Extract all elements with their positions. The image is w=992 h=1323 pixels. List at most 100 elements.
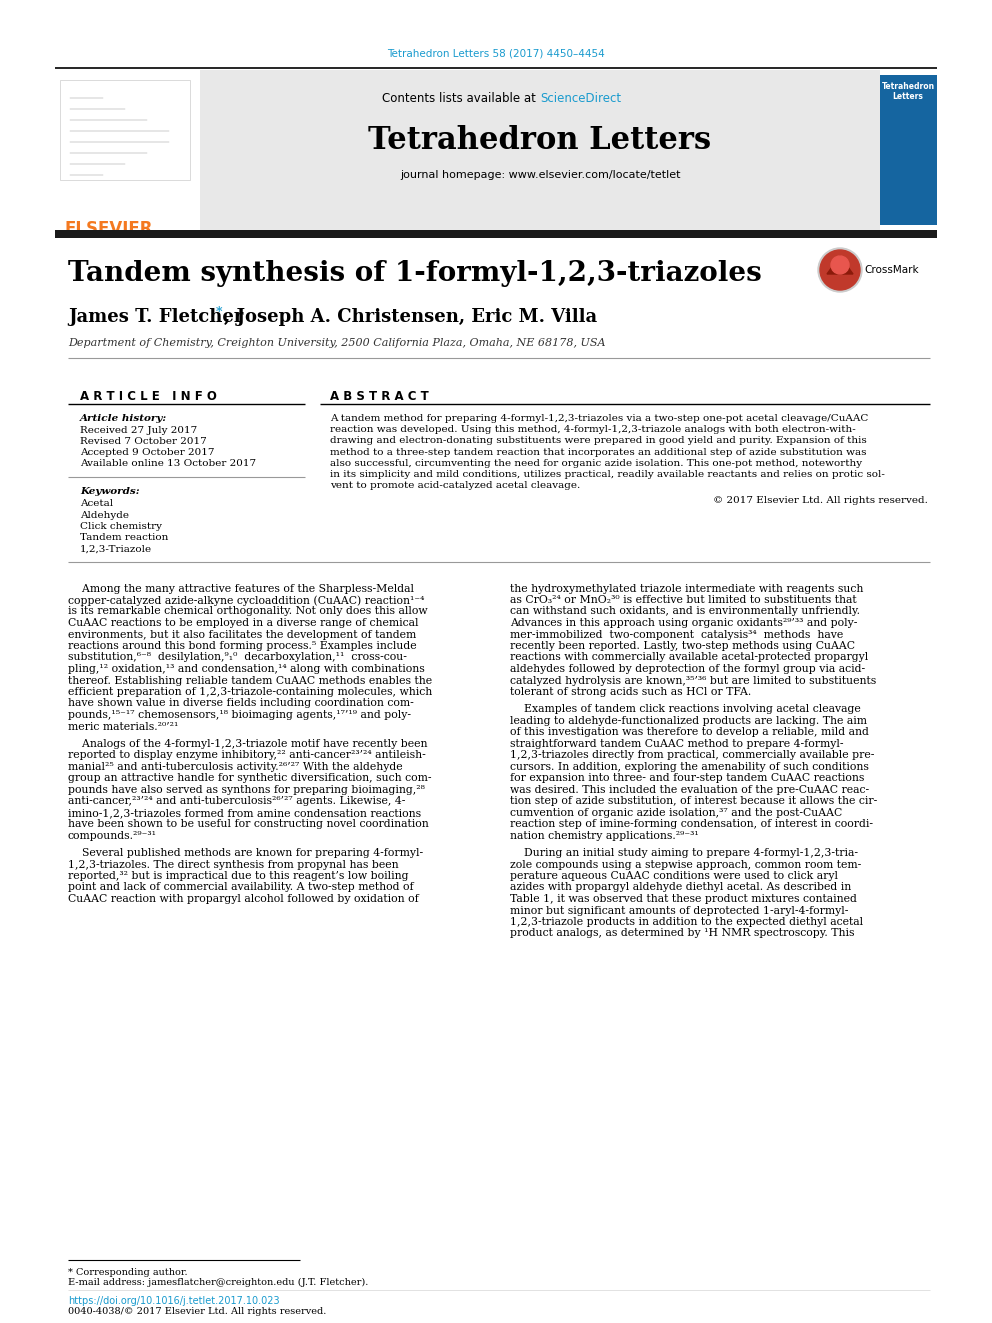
Text: 0040-4038/© 2017 Elsevier Ltd. All rights reserved.: 0040-4038/© 2017 Elsevier Ltd. All right… (68, 1307, 326, 1316)
Text: manial²⁵ and anti-tuberculosis activity.²⁶’²⁷ With the aldehyde: manial²⁵ and anti-tuberculosis activity.… (68, 762, 403, 771)
Text: zole compounds using a stepwise approach, common room tem-: zole compounds using a stepwise approach… (510, 860, 861, 869)
Text: cumvention of organic azide isolation,³⁷ and the post-CuAAC: cumvention of organic azide isolation,³⁷… (510, 808, 842, 818)
Text: nation chemistry applications.²⁹⁻³¹: nation chemistry applications.²⁹⁻³¹ (510, 831, 698, 840)
Text: Contents lists available at: Contents lists available at (382, 93, 540, 105)
Text: Aldehyde: Aldehyde (80, 511, 129, 520)
Text: in its simplicity and mild conditions, utilizes practical, readily available rea: in its simplicity and mild conditions, u… (330, 470, 885, 479)
Polygon shape (827, 255, 853, 274)
Text: as CrO₃²⁴ or MnO₂³⁰ is effective but limited to substituents that: as CrO₃²⁴ or MnO₂³⁰ is effective but lim… (510, 595, 857, 605)
Text: recently been reported. Lastly, two-step methods using CuAAC: recently been reported. Lastly, two-step… (510, 642, 855, 651)
Text: azides with propargyl aldehyde diethyl acetal. As described in: azides with propargyl aldehyde diethyl a… (510, 882, 851, 893)
Text: pounds have also served as synthons for preparing bioimaging,²⁸: pounds have also served as synthons for … (68, 785, 425, 795)
Text: During an initial study aiming to prepare 4-formyl-1,2,3-tria-: During an initial study aiming to prepar… (510, 848, 858, 859)
Text: straightforward tandem CuAAC method to prepare 4-formyl-: straightforward tandem CuAAC method to p… (510, 738, 843, 749)
Text: pling,¹² oxidation,¹³ and condensation,¹⁴ along with combinations: pling,¹² oxidation,¹³ and condensation,¹… (68, 664, 425, 673)
Text: Tetrahedron Letters 58 (2017) 4450–4454: Tetrahedron Letters 58 (2017) 4450–4454 (387, 48, 605, 58)
Text: , Joseph A. Christensen, Eric M. Villa: , Joseph A. Christensen, Eric M. Villa (224, 308, 597, 325)
Text: cursors. In addition, exploring the amenability of such conditions: cursors. In addition, exploring the amen… (510, 762, 869, 771)
Circle shape (831, 255, 849, 274)
Text: tolerant of strong acids such as HCl or TFA.: tolerant of strong acids such as HCl or … (510, 687, 751, 697)
Text: https://doi.org/10.1016/j.tetlet.2017.10.023: https://doi.org/10.1016/j.tetlet.2017.10… (68, 1297, 280, 1306)
Text: meric materials.²⁰’²¹: meric materials.²⁰’²¹ (68, 721, 179, 732)
Text: pounds,¹⁵⁻¹⁷ chemosensors,¹⁸ bioimaging agents,¹⁷’¹⁹ and poly-: pounds,¹⁵⁻¹⁷ chemosensors,¹⁸ bioimaging … (68, 710, 411, 720)
Text: Analogs of the 4-formyl-1,2,3-triazole motif have recently been: Analogs of the 4-formyl-1,2,3-triazole m… (68, 738, 428, 749)
Text: Tetrahedron
Letters: Tetrahedron Letters (882, 82, 934, 102)
Text: leading to aldehyde-functionalized products are lacking. The aim: leading to aldehyde-functionalized produ… (510, 716, 867, 726)
Text: have been shown to be useful for constructing novel coordination: have been shown to be useful for constru… (68, 819, 429, 830)
Text: reported to display enzyme inhibitory,²² anti-cancer²³’²⁴ antileish-: reported to display enzyme inhibitory,²²… (68, 750, 426, 761)
Text: thereof. Establishing reliable tandem CuAAC methods enables the: thereof. Establishing reliable tandem Cu… (68, 676, 433, 685)
Text: group an attractive handle for synthetic diversification, such com-: group an attractive handle for synthetic… (68, 773, 432, 783)
Circle shape (818, 247, 862, 292)
Text: reactions around this bond forming process.⁵ Examples include: reactions around this bond forming proce… (68, 642, 417, 651)
Text: Department of Chemistry, Creighton University, 2500 California Plaza, Omaha, NE : Department of Chemistry, Creighton Unive… (68, 337, 605, 348)
Text: efficient preparation of 1,2,3-triazole-containing molecules, which: efficient preparation of 1,2,3-triazole-… (68, 687, 433, 697)
Text: mer-immobilized  two-component  catalysis³⁴  methods  have: mer-immobilized two-component catalysis³… (510, 630, 843, 639)
Text: Acetal: Acetal (80, 499, 113, 508)
Text: the hydroxymethylated triazole intermediate with reagents such: the hydroxymethylated triazole intermedi… (510, 583, 863, 594)
Text: vent to promote acid-catalyzed acetal cleavage.: vent to promote acid-catalyzed acetal cl… (330, 482, 580, 491)
Text: compounds.²⁹⁻³¹: compounds.²⁹⁻³¹ (68, 831, 157, 840)
Text: Examples of tandem click reactions involving acetal cleavage: Examples of tandem click reactions invol… (510, 704, 861, 714)
Text: can withstand such oxidants, and is environmentally unfriendly.: can withstand such oxidants, and is envi… (510, 606, 860, 617)
Text: substitution,⁶⁻⁸  desilylation,⁹₁⁰  decarboxylation,¹¹  cross-cou-: substitution,⁶⁻⁸ desilylation,⁹₁⁰ decarb… (68, 652, 407, 663)
Text: reaction step of imine-forming condensation, of interest in coordi-: reaction step of imine-forming condensat… (510, 819, 873, 830)
Text: perature aqueous CuAAC conditions were used to click aryl: perature aqueous CuAAC conditions were u… (510, 871, 838, 881)
Text: imino-1,2,3-triazoles formed from amine condensation reactions: imino-1,2,3-triazoles formed from amine … (68, 808, 422, 818)
Text: of this investigation was therefore to develop a reliable, mild and: of this investigation was therefore to d… (510, 728, 869, 737)
Text: 1,2,3-Triazole: 1,2,3-Triazole (80, 545, 152, 554)
Text: reaction was developed. Using this method, 4-formyl-1,2,3-triazole analogs with : reaction was developed. Using this metho… (330, 425, 856, 434)
Text: for expansion into three- and four-step tandem CuAAC reactions: for expansion into three- and four-step … (510, 773, 864, 783)
Text: Advances in this approach using organic oxidants²⁹’³³ and poly-: Advances in this approach using organic … (510, 618, 857, 628)
Text: CuAAC reaction with propargyl alcohol followed by oxidation of: CuAAC reaction with propargyl alcohol fo… (68, 894, 419, 904)
Text: was desired. This included the evaluation of the pre-CuAAC reac-: was desired. This included the evaluatio… (510, 785, 869, 795)
Text: tion step of azide substitution, of interest because it allows the cir-: tion step of azide substitution, of inte… (510, 796, 877, 806)
Text: E-mail address: jamesflatcher@creighton.edu (J.T. Fletcher).: E-mail address: jamesflatcher@creighton.… (68, 1278, 368, 1287)
Text: ScienceDirect: ScienceDirect (540, 93, 621, 105)
Text: copper-catalyzed azide-alkyne cycloaddition (CuAAC) reaction¹⁻⁴: copper-catalyzed azide-alkyne cycloaddit… (68, 595, 425, 606)
Bar (60, 79, 190, 180)
Text: Tandem synthesis of 1-formyl-1,2,3-triazoles: Tandem synthesis of 1-formyl-1,2,3-triaz… (68, 261, 762, 287)
Text: Table 1, it was observed that these product mixtures contained: Table 1, it was observed that these prod… (510, 894, 857, 904)
Text: 1,2,3-triazoles directly from practical, commercially available pre-: 1,2,3-triazoles directly from practical,… (510, 750, 874, 761)
Text: catalyzed hydrolysis are known,³⁵’³⁶ but are limited to substituents: catalyzed hydrolysis are known,³⁵’³⁶ but… (510, 676, 876, 685)
Text: Click chemistry: Click chemistry (80, 523, 162, 531)
Bar (200, 70, 880, 230)
Text: Among the many attractive features of the Sharpless-Meldal: Among the many attractive features of th… (68, 583, 414, 594)
Text: Keywords:: Keywords: (80, 487, 140, 496)
Text: Accepted 9 October 2017: Accepted 9 October 2017 (80, 448, 214, 456)
Text: point and lack of commercial availability. A two-step method of: point and lack of commercial availabilit… (68, 882, 414, 893)
Text: Received 27 July 2017: Received 27 July 2017 (80, 426, 197, 435)
Text: A tandem method for preparing 4-formyl-1,2,3-triazoles via a two-step one-pot ac: A tandem method for preparing 4-formyl-1… (330, 414, 868, 423)
Text: * Corresponding author.: * Corresponding author. (68, 1267, 187, 1277)
Text: A B S T R A C T: A B S T R A C T (330, 390, 429, 404)
Text: © 2017 Elsevier Ltd. All rights reserved.: © 2017 Elsevier Ltd. All rights reserved… (713, 496, 928, 505)
Text: have shown value in diverse fields including coordination com-: have shown value in diverse fields inclu… (68, 699, 414, 709)
Text: reactions with commercially available acetal-protected propargyl: reactions with commercially available ac… (510, 652, 868, 663)
Bar (880, 75, 937, 225)
Text: CuAAC reactions to be employed in a diverse range of chemical: CuAAC reactions to be employed in a dive… (68, 618, 419, 628)
Text: method to a three-step tandem reaction that incorporates an additional step of a: method to a three-step tandem reaction t… (330, 447, 866, 456)
Text: 1,2,3-triazole products in addition to the expected diethyl acetal: 1,2,3-triazole products in addition to t… (510, 917, 863, 927)
Text: 1,2,3-triazoles. The direct synthesis from propynal has been: 1,2,3-triazoles. The direct synthesis fr… (68, 860, 399, 869)
Text: aldehydes followed by deprotection of the formyl group via acid-: aldehydes followed by deprotection of th… (510, 664, 865, 673)
Text: Available online 13 October 2017: Available online 13 October 2017 (80, 459, 256, 468)
Bar (55, 230, 937, 238)
Text: journal homepage: www.elsevier.com/locate/tetlet: journal homepage: www.elsevier.com/locat… (400, 169, 681, 180)
Text: A R T I C L E   I N F O: A R T I C L E I N F O (80, 390, 217, 404)
Text: CrossMark: CrossMark (864, 265, 919, 275)
Text: environments, but it also facilitates the development of tandem: environments, but it also facilitates th… (68, 630, 417, 639)
Text: James T. Fletcher: James T. Fletcher (68, 308, 243, 325)
Text: also successful, circumventing the need for organic azide isolation. This one-po: also successful, circumventing the need … (330, 459, 862, 468)
Text: Tandem reaction: Tandem reaction (80, 533, 169, 542)
Text: *: * (216, 306, 222, 319)
Text: Revised 7 October 2017: Revised 7 October 2017 (80, 437, 206, 446)
Text: Several published methods are known for preparing 4-formyl-: Several published methods are known for … (68, 848, 424, 859)
Text: drawing and electron-donating substituents were prepared in good yield and purit: drawing and electron-donating substituen… (330, 437, 867, 446)
Text: Tetrahedron Letters: Tetrahedron Letters (368, 124, 711, 156)
Text: product analogs, as determined by ¹H NMR spectroscopy. This: product analogs, as determined by ¹H NMR… (510, 929, 854, 938)
Text: ELSEVIER: ELSEVIER (65, 220, 154, 238)
Text: is its remarkable chemical orthogonality. Not only does this allow: is its remarkable chemical orthogonality… (68, 606, 428, 617)
Circle shape (820, 250, 860, 290)
Text: minor but significant amounts of deprotected 1-aryl-4-formyl-: minor but significant amounts of deprote… (510, 905, 848, 916)
